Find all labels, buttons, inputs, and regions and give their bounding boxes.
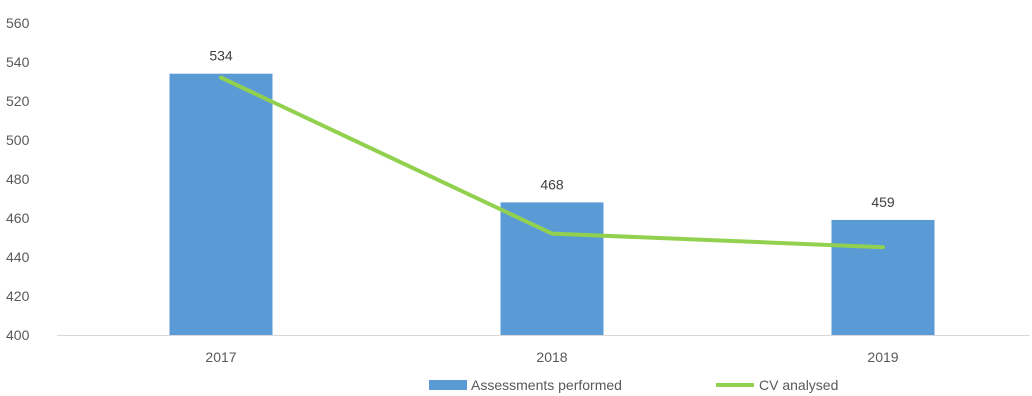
bar-2019 xyxy=(831,219,935,335)
bar-data-label-2017: 534 xyxy=(209,48,233,64)
x-axis-tick-labels: 2017 2018 2019 xyxy=(205,349,898,365)
y-tick-label: 480 xyxy=(6,171,30,187)
legend-label-cv-analysed: CV analysed xyxy=(759,377,838,393)
bar-series-assessments xyxy=(169,73,935,335)
legend-swatch-assessments xyxy=(429,380,467,390)
bar-data-label-2019: 459 xyxy=(871,194,895,210)
x-tick-label-2017: 2017 xyxy=(205,349,236,365)
x-tick-label-2019: 2019 xyxy=(867,349,898,365)
y-tick-label: 440 xyxy=(6,249,30,265)
y-tick-label: 560 xyxy=(6,15,30,31)
y-tick-label: 420 xyxy=(6,288,30,304)
bar-data-label-2018: 468 xyxy=(540,176,564,192)
x-tick-label-2018: 2018 xyxy=(536,349,567,365)
line-series-cv-analysed xyxy=(219,75,885,250)
bar-2017 xyxy=(169,73,273,335)
y-axis-tick-labels: 560 540 520 500 480 460 440 420 400 xyxy=(6,15,30,343)
bar-data-labels: 534 468 459 xyxy=(209,48,895,210)
bar-2018 xyxy=(500,202,604,335)
legend-label-assessments: Assessments performed xyxy=(471,377,622,393)
y-tick-label: 540 xyxy=(6,54,30,70)
y-tick-label: 520 xyxy=(6,93,30,109)
y-tick-label: 460 xyxy=(6,210,30,226)
y-tick-label: 400 xyxy=(6,327,30,343)
y-tick-label: 500 xyxy=(6,132,30,148)
legend: Assessments performed CV analysed xyxy=(429,377,838,393)
